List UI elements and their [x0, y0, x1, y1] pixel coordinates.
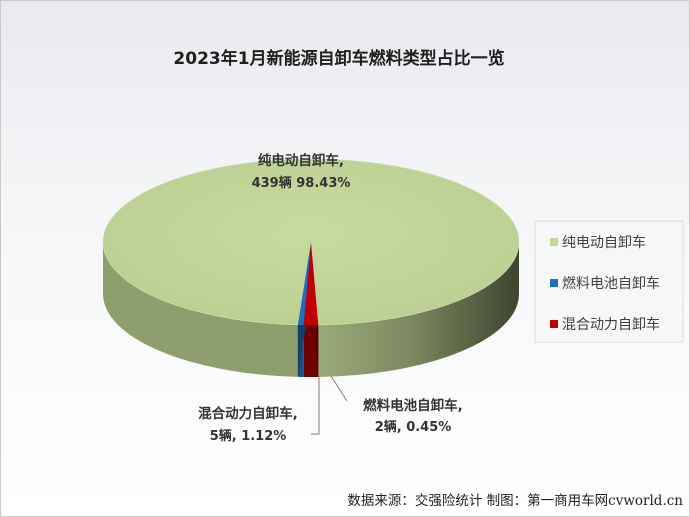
- legend-swatch-fcev: [550, 279, 558, 287]
- legend-box: [534, 220, 684, 343]
- pie-slices: [102, 158, 520, 377]
- legend-label-fcev: 燃料电池自卸车: [562, 275, 660, 292]
- data-label-bev-line2: 439辆 98.43%: [252, 175, 351, 191]
- legend-swatch-hev: [550, 320, 558, 328]
- legend-label-bev: 纯电动自卸车: [562, 234, 646, 251]
- pie-side-bev-right: [318, 242, 519, 377]
- source-note: 数据来源：交强险统计 制图：第一商用车网cvworld.cn: [347, 492, 683, 509]
- leader-line-hev: [311, 376, 320, 435]
- chart-title: 2023年1月新能源自卸车燃料类型占比一览: [173, 48, 504, 69]
- leader-line-fcev: [330, 375, 348, 402]
- data-label-hev-line1: 混合动力自卸车,: [198, 405, 298, 422]
- pie-side-bev-left: [103, 242, 298, 377]
- pie-slice-fcev: [297, 242, 311, 325]
- legend: 纯电动自卸车 燃料电池自卸车 混合动力自卸车: [534, 220, 684, 343]
- pie-side-hev: [303, 324, 319, 377]
- legend-label-hev: 混合动力自卸车: [562, 316, 660, 333]
- legend-swatch-bev: [550, 238, 558, 246]
- data-label-fcev-line1: 燃料电池自卸车,: [363, 397, 463, 414]
- data-label-hev-line2: 5辆, 1.12%: [210, 428, 287, 444]
- data-label-fcev-line2: 2辆, 0.45%: [375, 419, 452, 435]
- pie-slice-bev: [102, 158, 520, 326]
- pie-slice-hev: [303, 242, 319, 325]
- data-label-bev-line1: 纯电动自卸车,: [258, 152, 344, 169]
